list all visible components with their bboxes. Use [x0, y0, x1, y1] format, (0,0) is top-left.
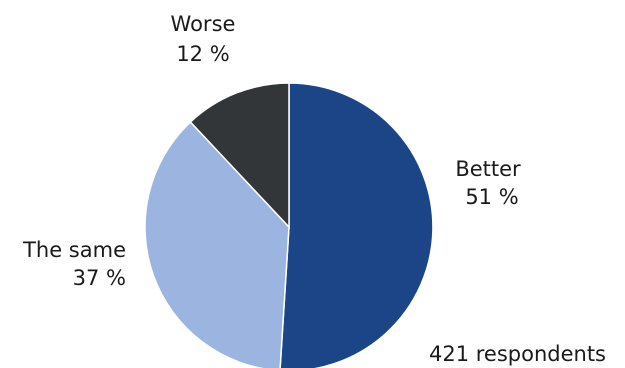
pie-slices — [144, 82, 434, 368]
slice-label-worse: Worse — [171, 12, 236, 36]
slice-value-the-same: 37 % — [73, 266, 126, 290]
respondents-note: 421 respondents — [429, 342, 606, 366]
pie-slice-worse — [189, 82, 290, 229]
slice-value-better: 51 % — [465, 185, 518, 209]
slice-label-the-same: The same — [22, 238, 126, 262]
pie-slice-the-same — [144, 120, 290, 368]
pie-slice-better — [279, 82, 434, 368]
slice-value-worse: 12 % — [176, 42, 229, 66]
slice-label-better: Better — [455, 157, 521, 181]
